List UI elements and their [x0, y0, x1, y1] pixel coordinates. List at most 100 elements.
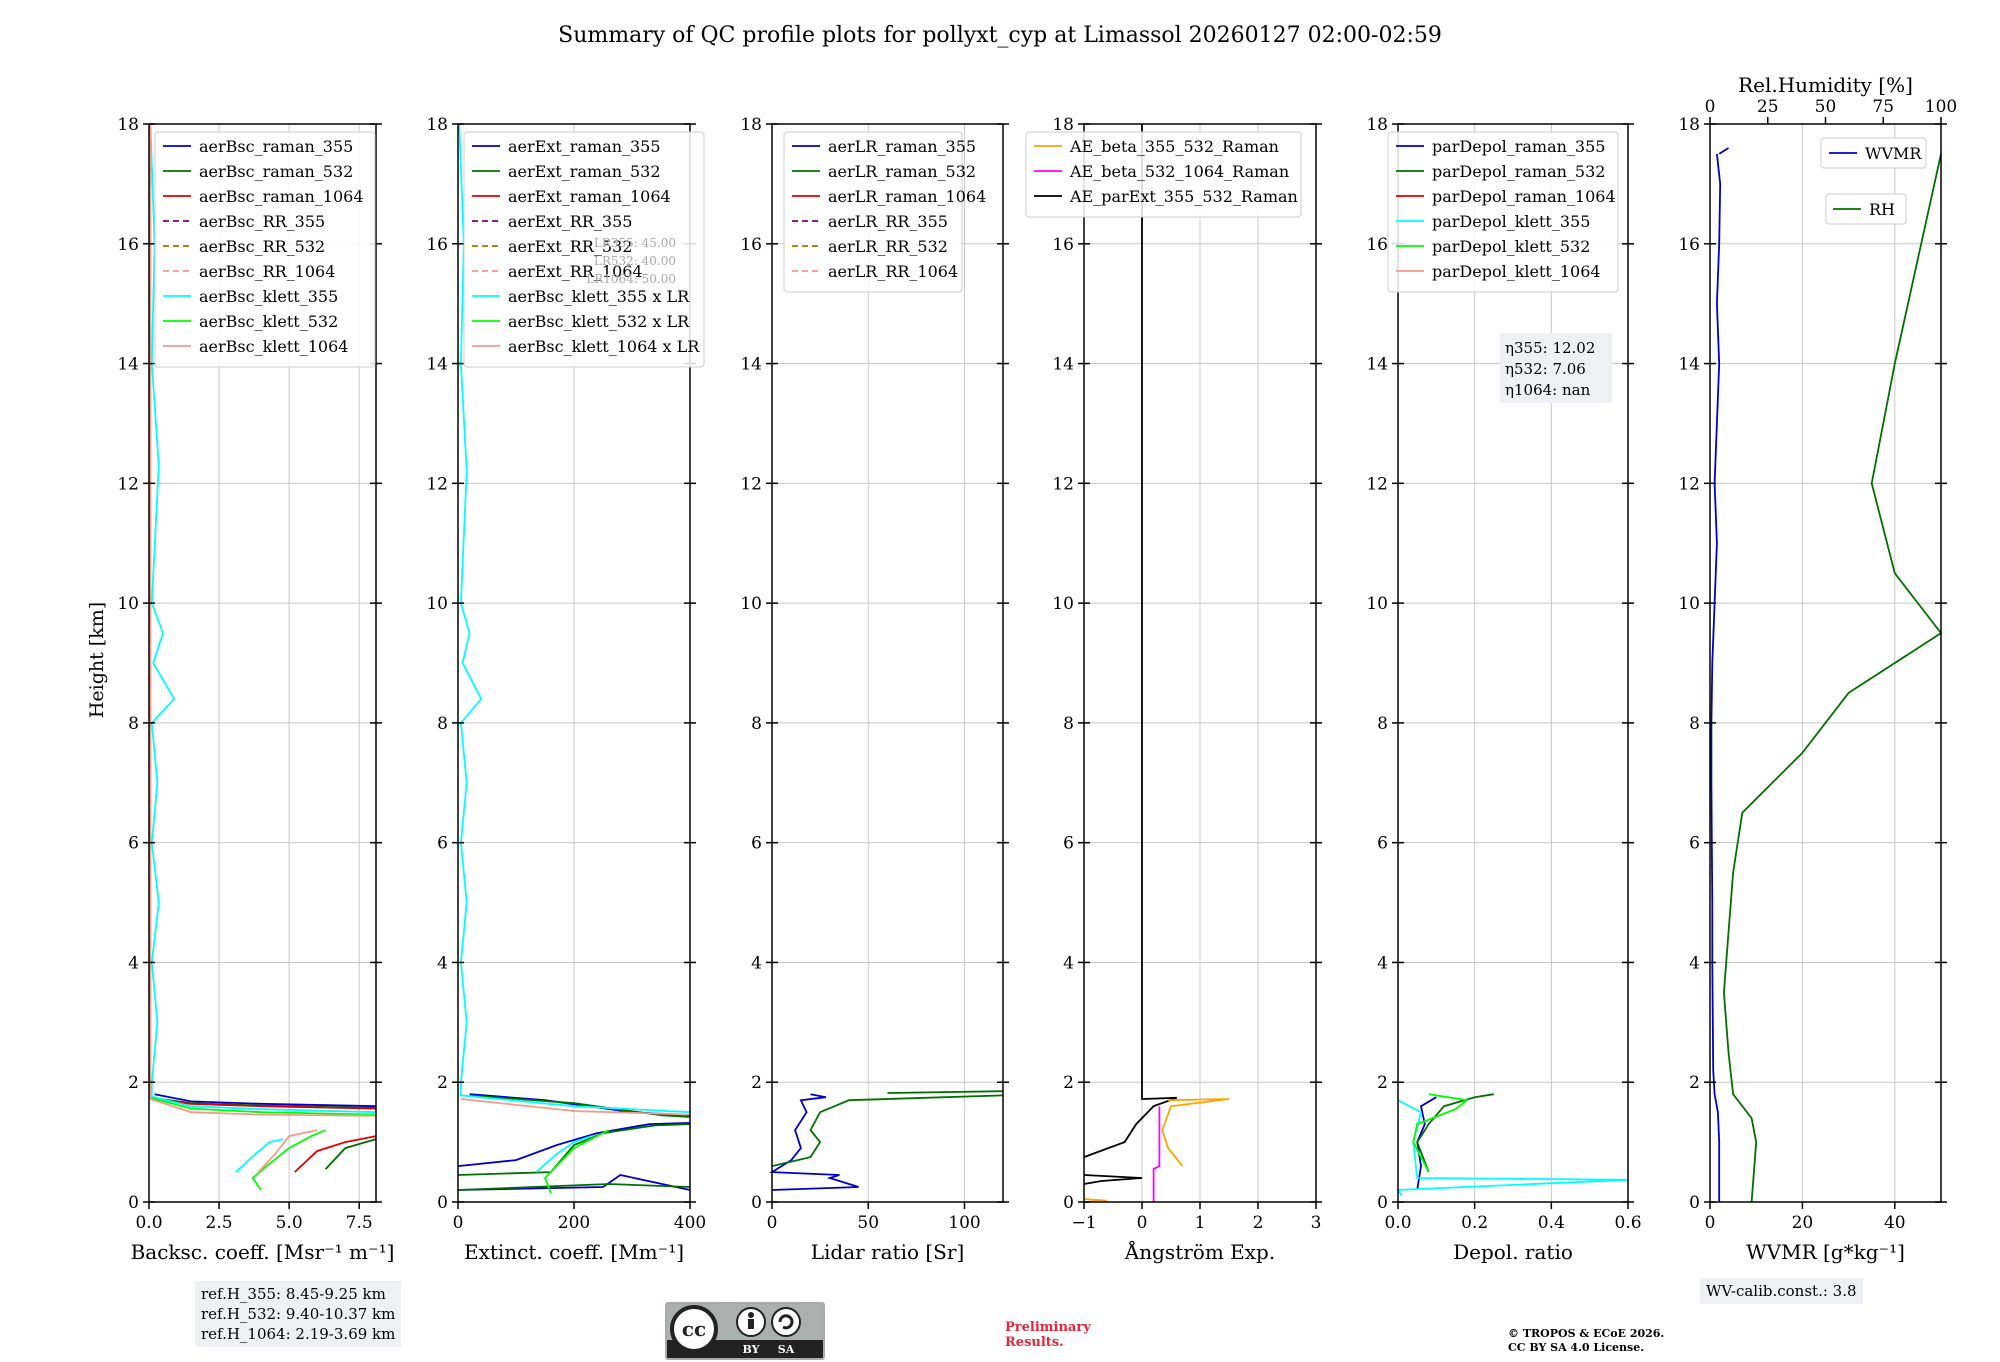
eta-box [1500, 333, 1612, 403]
legend-entry: parDepol_klett_1064 [1432, 262, 1601, 281]
x-axis-label: Depol. ratio [1453, 1240, 1573, 1264]
top-x-tick-label: 75 [1872, 97, 1894, 117]
y-tick-label: 16 [1052, 235, 1074, 255]
series-WVMR [1710, 153, 1722, 1202]
legend-entry: aerBsc_klett_532 [199, 312, 338, 331]
legend-box [1025, 131, 1302, 218]
series-aerBsc_klett_355 [149, 123, 377, 1114]
x-tick-label: 0 [453, 1213, 464, 1233]
cc-license-badge: cc BY SA [665, 1302, 825, 1360]
copyright-line-2: CC BY SA 4.0 License. [1508, 1341, 1645, 1354]
x-tick-label: 20 [1792, 1213, 1814, 1233]
x-axis-label: Extinct. coeff. [Mm⁻¹] [464, 1240, 684, 1264]
series-AE_beta_355_532_Raman [1161, 1098, 1230, 1167]
series-aerLR_raman_532 [887, 1090, 1004, 1094]
x-tick-label: 100 [948, 1213, 980, 1233]
x-tick-label: 400 [674, 1213, 706, 1233]
x-tick-label: 3 [1311, 1213, 1322, 1233]
y-tick-label: 2 [1063, 1073, 1074, 1093]
series-aerBsc_raman_532 [324, 1138, 377, 1170]
x-tick-label: 200 [558, 1213, 590, 1233]
series-WVMR [1718, 147, 1729, 155]
y-tick-label: 18 [117, 115, 139, 135]
legend-entry: aerLR_RR_355 [828, 212, 948, 231]
x-tick-label: 40 [1884, 1213, 1906, 1233]
y-tick-label: 2 [1689, 1073, 1700, 1093]
y-tick-label: 16 [1366, 235, 1388, 255]
y-tick-label: 0 [1063, 1193, 1074, 1213]
legend-entry: aerBsc_raman_355 [199, 137, 353, 156]
prelim-line-1: Preliminary [1005, 1320, 1091, 1335]
legend-box [463, 131, 705, 368]
legend-entry: aerLR_RR_1064 [828, 262, 958, 281]
series-aerExt_raman_532 [457, 1123, 691, 1176]
lidar-ratio-note: LR1064: 50.00 [586, 272, 676, 286]
y-tick-label: 12 [740, 474, 762, 494]
x-tick-label: 0 [1705, 1213, 1716, 1233]
eta-value: η1064: nan [1505, 381, 1591, 399]
y-tick-label: 8 [1377, 714, 1388, 734]
legend-entry: aerLR_RR_532 [828, 237, 948, 256]
legend-entry: aerBsc_raman_532 [199, 162, 353, 181]
series-parDepol_raman_355 [1416, 1096, 1437, 1191]
y-tick-label: 6 [1689, 834, 1700, 854]
series-RH [1722, 153, 1943, 1203]
series-aerLR_raman_532 [771, 1094, 1004, 1167]
y-tick-label: 16 [740, 235, 762, 255]
legend-entry: parDepol_raman_355 [1432, 137, 1605, 156]
y-tick-label: 8 [437, 714, 448, 734]
legend-entry: aerBsc_klett_355 [199, 287, 338, 306]
series-aerBsc_klett_355 x LR [458, 123, 691, 1114]
series-parDepol_klett_532 [1412, 1093, 1470, 1173]
panel-extinction: 0 2 4 6 8 10 12 14 16 18 0 200 400 Extinct. coeff. [M… [426, 115, 706, 1264]
legend-entry: aerExt_raman_1064 [508, 187, 671, 206]
panel-depol: 0 2 4 6 8 10 12 14 16 18 0.0 0.2 0.4 0.6 Depol. ratio p… [1366, 115, 1641, 1264]
x-tick-label: 2 [1253, 1213, 1264, 1233]
y-tick-label: 14 [426, 355, 448, 375]
legend-entry: aerBsc_klett_532 x LR [508, 312, 690, 331]
ref-height-532: ref.H_532: 9.40-10.37 km [201, 1305, 396, 1323]
top-x-tick-label: 50 [1815, 97, 1837, 117]
wv-calibration-box: WV-calib.const.: 3.8 [1700, 1278, 1863, 1304]
preliminary-note: Preliminary Results. [1005, 1320, 1091, 1350]
series-aerLR_raman_355 [769, 1093, 859, 1191]
x-tick-label: 0.0 [135, 1213, 162, 1233]
copyright-line-1: © TROPOS & ECoE 2026. [1508, 1327, 1665, 1340]
legend-entry: aerBsc_klett_1064 [199, 337, 348, 356]
x-tick-label: 0 [767, 1213, 778, 1233]
x-tick-label: 2.5 [206, 1213, 233, 1233]
series-aerBsc_klett_355 [235, 1138, 284, 1173]
top-x-tick-label: 25 [1757, 97, 1779, 117]
legend-entry: AE_parExt_355_532_Raman [1069, 187, 1298, 206]
y-tick-label: 18 [740, 115, 762, 135]
series-parDepol_klett_355 [1396, 1099, 1629, 1197]
x-tick-label: 1 [1195, 1213, 1206, 1233]
cc-sa-label: SA [778, 1343, 795, 1356]
copyright-note: © TROPOS & ECoE 2026. CC BY SA 4.0 Licen… [1508, 1327, 1664, 1355]
series-aerBsc_klett_532 x LR [543, 1129, 610, 1194]
wv-calib-const: WV-calib.const.: 3.8 [1706, 1282, 1857, 1300]
ref-height-1064: ref.H_1064: 2.19-3.69 km [201, 1325, 396, 1343]
y-tick-label: 2 [751, 1073, 762, 1093]
y-tick-label: 8 [1063, 714, 1074, 734]
by-person-icon [748, 1312, 754, 1318]
y-tick-label: 0 [1689, 1193, 1700, 1213]
series-aerBsc_klett_532 [251, 1129, 326, 1191]
y-tick-label: 14 [740, 355, 762, 375]
legend-entry: aerBsc_RR_1064 [199, 262, 335, 281]
legend-entry: aerBsc_raman_1064 [199, 187, 364, 206]
y-tick-label: 4 [437, 953, 448, 973]
y-tick-label: 14 [117, 355, 139, 375]
legend-entry: aerExt_raman_355 [508, 137, 661, 156]
series-AE_parExt_355_532_Raman [1083, 1174, 1143, 1185]
y-tick-label: 14 [1678, 355, 1700, 375]
series-aerBsc_klett_355 x LR [535, 1135, 592, 1173]
prelim-line-2: Results. [1005, 1335, 1064, 1350]
eta-value: η532: 7.06 [1505, 360, 1586, 378]
y-tick-label: 6 [128, 834, 139, 854]
y-tick-label: 6 [1377, 834, 1388, 854]
lidar-ratio-note: LR532: 40.00 [594, 254, 676, 268]
legend-box [1825, 193, 1907, 225]
legend-entry: aerExt_RR_1064 [508, 262, 643, 281]
